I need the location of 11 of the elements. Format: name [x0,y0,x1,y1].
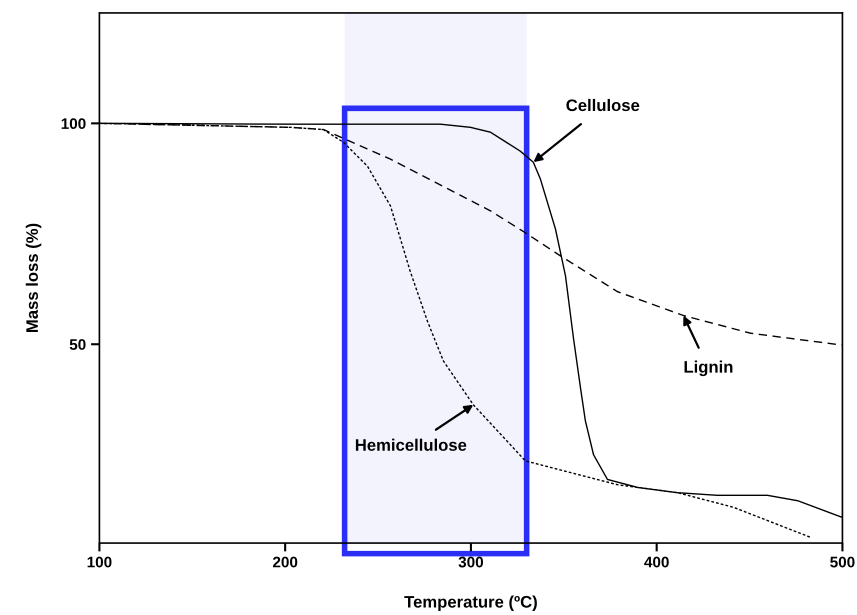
annotation: Hemicellulose [356,438,466,451]
x-tick-label: 300 [458,556,484,568]
y-axis-title: Mass loss (%) [26,224,42,332]
x-axis-title: Temperature (ºC) [404,595,537,612]
x-tick-label: 400 [644,556,669,568]
y-tick-label: 50 [70,339,86,350]
annotation: Cellulose [566,98,640,112]
annotation: Lignin [684,360,732,376]
x-tick-label: 500 [830,556,855,568]
x-tick-label: 200 [272,556,298,568]
x-tick-label: 100 [88,556,112,568]
